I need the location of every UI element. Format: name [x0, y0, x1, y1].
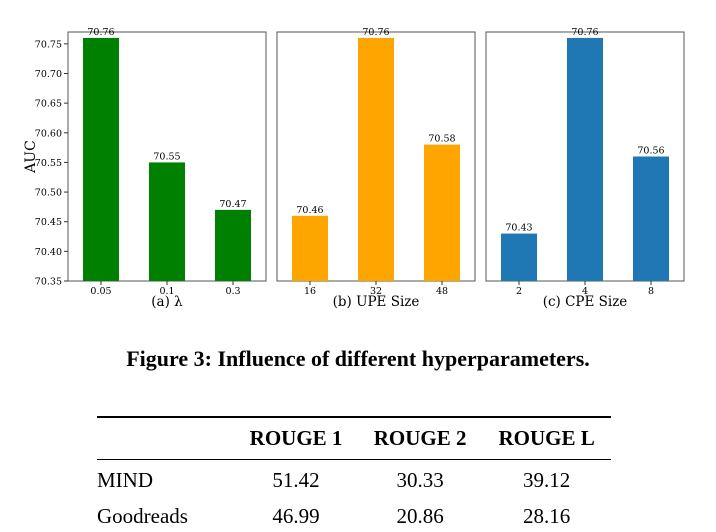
y-tick-label: 70.45 [35, 217, 62, 228]
y-tick-label: 70.35 [35, 277, 62, 288]
table-header-rouge2: ROUGE 2 [373, 426, 467, 450]
y-tick-label: 70.55 [35, 158, 62, 169]
bar [83, 37, 119, 281]
table-cell-dataset: Goodreads [97, 504, 188, 528]
bar-value-label: 70.58 [428, 134, 455, 145]
table-header-rouge1: ROUGE 1 [249, 426, 343, 450]
bar [292, 215, 328, 281]
x-tick-label: 32 [370, 286, 382, 297]
bar [567, 37, 603, 281]
x-tick-label: 0.1 [159, 286, 174, 297]
table-cell: 46.99 [272, 504, 320, 528]
table-cell: 20.86 [396, 504, 444, 528]
bar [358, 37, 394, 281]
y-tick-label: 70.40 [35, 247, 62, 258]
x-tick-label: 48 [436, 286, 448, 297]
table-header-row: ROUGE 1 ROUGE 2 ROUGE L [97, 417, 611, 460]
table-header-rougel: ROUGE L [498, 426, 595, 450]
table-cell: 28.16 [522, 504, 571, 528]
x-tick-label: 0.05 [90, 286, 111, 297]
x-tick-label: 2 [516, 286, 522, 297]
bar [633, 156, 669, 281]
y-tick-label: 70.65 [35, 99, 62, 110]
y-axis-label: AUC [23, 140, 39, 174]
x-tick-label: 16 [304, 286, 316, 297]
bar-value-label: 70.76 [362, 27, 389, 38]
bar [149, 162, 185, 281]
bar-value-label: 70.43 [505, 223, 532, 234]
bar-value-label: 70.46 [296, 205, 323, 216]
x-tick-label: 8 [648, 286, 654, 297]
panel-caption: (b) UPE Size [333, 294, 420, 310]
y-tick-label: 70.50 [35, 188, 62, 199]
y-tick-label: 70.75 [35, 39, 62, 50]
bar-value-label: 70.76 [571, 27, 598, 38]
bar [215, 209, 251, 281]
bar-value-label: 70.76 [87, 27, 114, 38]
panel-caption: (a) λ [151, 294, 183, 310]
hyperparameter-bar-charts: 70.35 70.40 70.45 70.50 70.55 70.60 70.65 70.70… [23, 27, 685, 310]
y-tick-label: 70.70 [35, 69, 62, 80]
panel-caption: (c) CPE Size [543, 294, 628, 310]
bar-value-label: 70.55 [153, 151, 180, 162]
table-cell: 30.33 [396, 468, 444, 492]
table-header-blank [97, 417, 234, 460]
x-tick-label: 0.3 [225, 286, 240, 297]
rouge-table: ROUGE 1 ROUGE 2 ROUGE L MIND 51.42 30.33… [97, 416, 611, 532]
bar [424, 144, 460, 281]
x-tick-label: 4 [582, 286, 588, 297]
table-cell: 51.42 [272, 468, 320, 492]
table-cell-dataset: MIND [97, 468, 153, 492]
figure-caption: Figure 3: Influence of different hyperpa… [126, 346, 590, 371]
table-row: Goodreads 46.99 20.86 28.16 [97, 496, 611, 532]
table-row: MIND 51.42 30.33 39.12 [97, 460, 611, 497]
y-tick-label: 70.60 [35, 128, 62, 139]
bar-value-label: 70.47 [219, 199, 246, 210]
table-cell: 39.12 [522, 468, 571, 492]
bar-value-label: 70.56 [637, 146, 664, 157]
bar [501, 233, 537, 281]
